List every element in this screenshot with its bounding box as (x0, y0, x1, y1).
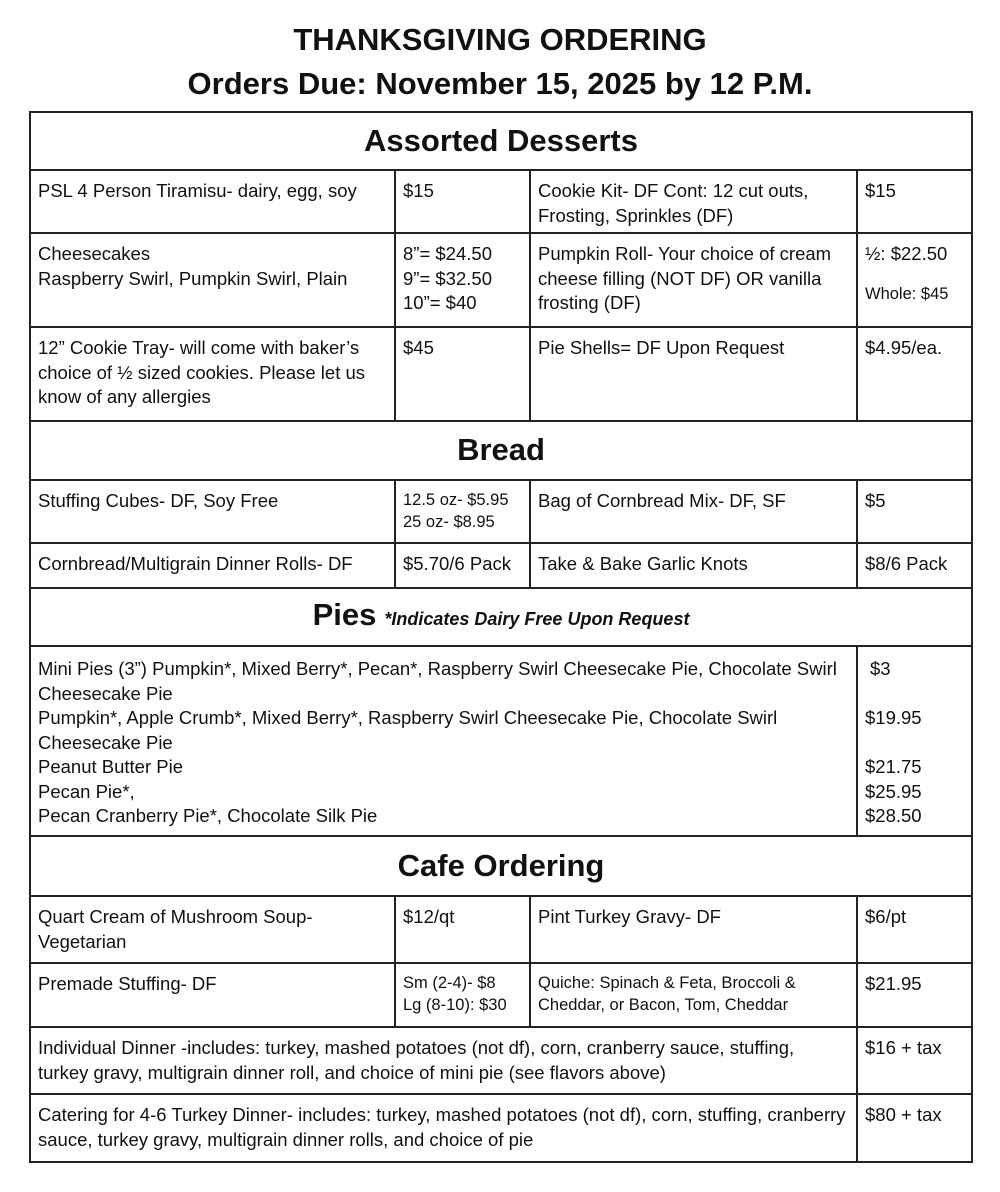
table-row: Premade Stuffing- DF Sm (2-4)- $8 Lg (8-1… (29, 962, 974, 1028)
pie-item: Pecan Cranberry Pie*, Chocolate Silk Pie (38, 805, 378, 826)
price-10in: 10”= $40 (403, 292, 477, 313)
table-row: Individual Dinner -includes: turkey, mas… (29, 1026, 974, 1095)
dinner-price: $80 + tax (855, 1093, 974, 1163)
table-row: Stuffing Cubes- DF, Soy Free 12.5 oz- $5… (29, 479, 974, 544)
price-whole: Whole: $45 (865, 284, 949, 303)
price-8in: 8”= $24.50 (403, 243, 492, 264)
item-name: Pie Shells= DF Upon Request (529, 326, 858, 422)
pie-price: $19.95 (865, 707, 922, 728)
item-price: $45 (394, 326, 531, 422)
item-price: 12.5 oz- $5.95 25 oz- $8.95 (394, 479, 531, 544)
section-heading-bread: Bread (28, 420, 974, 481)
price-small: Sm (2-4)- $8 (403, 974, 496, 992)
pie-item: Mini Pies (3”) Pumpkin*, Mixed Berry*, P… (38, 658, 837, 704)
item-price: $12/qt (394, 895, 531, 964)
section-heading-pies: Pies *Indicates Dairy Free Upon Request (28, 587, 974, 647)
pie-price: $25.95 (865, 780, 922, 802)
table-row: Cornbread/Multigrain Dinner Rolls- DF $5… (29, 542, 974, 589)
page-title: THANKSGIVING ORDERING (293, 22, 707, 57)
item-name: Quart Cream of Mushroom Soup- Vegetarian (29, 895, 396, 964)
item-name: Take & Bake Garlic Knots (529, 542, 858, 589)
item-price: 8”= $24.50 9”= $32.50 10”= $40 (394, 232, 531, 328)
item-price: $21.95 (855, 962, 974, 1028)
table-row: 12” Cookie Tray- will come with baker’s … (29, 326, 974, 422)
price-9in: 9”= $32.50 (403, 267, 492, 289)
pie-price: $28.50 (865, 805, 922, 826)
item-name: Stuffing Cubes- DF, Soy Free (29, 479, 396, 544)
pie-price: $21.75 (865, 756, 922, 777)
table-row: Mini Pies (3”) Pumpkin*, Mixed Berry*, P… (29, 645, 974, 837)
item-name: PSL 4 Person Tiramisu- dairy, egg, soy (29, 169, 396, 234)
pie-prices: $3 $19.95 $21.75 $25.95 $28.50 (855, 645, 974, 837)
item-price: $5.70/6 Pack (394, 542, 531, 589)
item-price: $15 (855, 169, 974, 234)
item-price: $4.95/ea. (855, 326, 974, 422)
section-heading-desserts: Assorted Desserts (28, 111, 974, 171)
table-row: PSL 4 Person Tiramisu- dairy, egg, soy $… (29, 169, 974, 234)
section-heading-cafe: Cafe Ordering (28, 835, 974, 897)
item-price: $8/6 Pack (855, 542, 974, 589)
item-name: Bag of Cornbread Mix- DF, SF (529, 479, 858, 544)
price-small: 12.5 oz- $5.95 (403, 491, 509, 509)
item-price: $5 (855, 479, 974, 544)
item-name: Cornbread/Multigrain Dinner Rolls- DF (29, 542, 396, 589)
item-title: Cheesecakes (38, 243, 151, 264)
order-menu-table: Assorted Desserts PSL 4 Person Tiramisu-… (28, 111, 974, 1163)
table-row: Quart Cream of Mushroom Soup- Vegetarian… (29, 895, 974, 964)
dinner-price: $16 + tax (855, 1026, 974, 1095)
pie-list: Mini Pies (3”) Pumpkin*, Mixed Berry*, P… (29, 645, 858, 837)
item-price: Sm (2-4)- $8 Lg (8-10): $30 (394, 962, 531, 1028)
dairy-free-note: *Indicates Dairy Free Upon Request (384, 608, 690, 629)
price-large: Lg (8-10): $30 (403, 996, 507, 1014)
item-name: Premade Stuffing- DF (29, 962, 396, 1028)
item-price: $6/pt (855, 895, 974, 964)
orders-due-date: Orders Due: November 15, 2025 by 12 P.M. (187, 66, 813, 101)
price-large: 25 oz- $8.95 (403, 513, 495, 531)
table-row: Catering for 4-6 Turkey Dinner- includes… (29, 1093, 974, 1163)
table-row: Cheesecakes Raspberry Swirl, Pumpkin Swir… (29, 232, 974, 328)
pies-heading: Pies (312, 596, 377, 632)
dinner-description: Individual Dinner -includes: turkey, mas… (29, 1026, 858, 1095)
item-price: ½: $22.50 Whole: $45 (855, 232, 974, 328)
dinner-description: Catering for 4-6 Turkey Dinner- includes… (29, 1093, 858, 1163)
item-name: Quiche: Spinach & Feta, Broccoli & Chedd… (529, 962, 858, 1028)
price-half: ½: $22.50 (865, 243, 948, 264)
item-price: $15 (394, 169, 531, 234)
item-name: Cookie Kit- DF Cont: 12 cut outs, Frosti… (529, 169, 858, 234)
pie-item: Pecan Pie*, (38, 780, 135, 802)
item-name: Cheesecakes Raspberry Swirl, Pumpkin Swir… (29, 232, 396, 328)
pie-item: Peanut Butter Pie (38, 756, 184, 777)
item-flavors: Raspberry Swirl, Pumpkin Swirl, Plain (38, 267, 348, 289)
item-name: Pint Turkey Gravy- DF (529, 895, 858, 964)
item-name: 12” Cookie Tray- will come with baker’s … (29, 326, 396, 422)
item-name: Pumpkin Roll- Your choice of cream chees… (529, 232, 858, 328)
pie-item: Pumpkin*, Apple Crumb*, Mixed Berry*, Ra… (38, 707, 778, 753)
pie-price: $3 (870, 658, 891, 679)
